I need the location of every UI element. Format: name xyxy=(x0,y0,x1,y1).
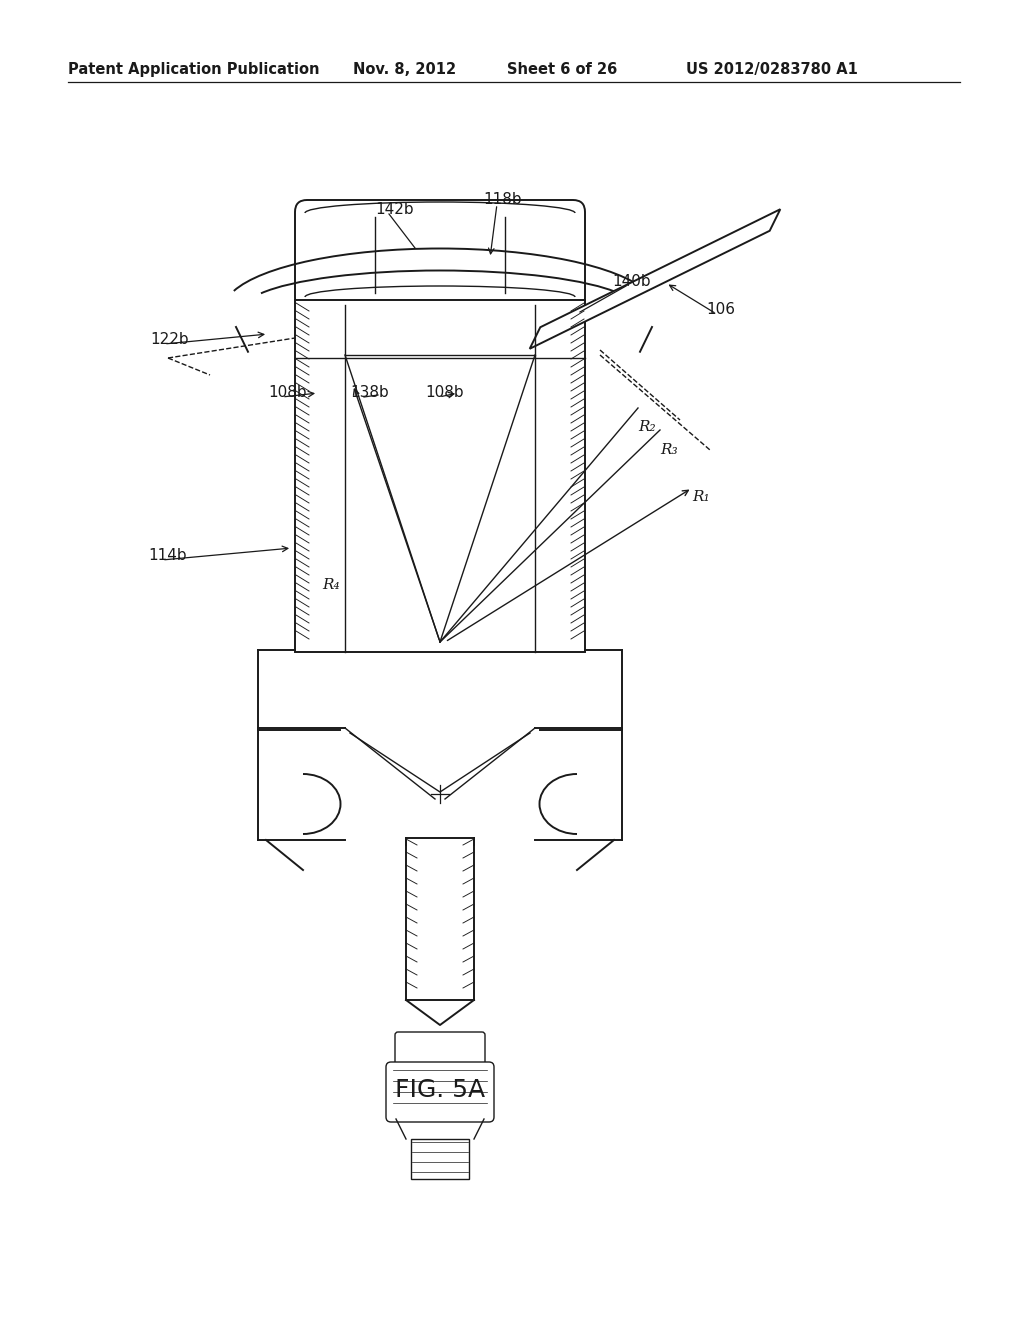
Text: 118b: 118b xyxy=(483,191,521,207)
Bar xyxy=(406,838,474,1001)
Text: FIG. 5A: FIG. 5A xyxy=(395,1078,485,1102)
Text: 138b: 138b xyxy=(350,385,389,400)
Text: 108b: 108b xyxy=(268,385,306,400)
Text: Patent Application Publication: Patent Application Publication xyxy=(68,62,319,77)
Text: US 2012/0283780 A1: US 2012/0283780 A1 xyxy=(686,62,858,77)
Bar xyxy=(295,300,585,652)
FancyBboxPatch shape xyxy=(295,201,585,310)
Text: Sheet 6 of 26: Sheet 6 of 26 xyxy=(507,62,617,77)
Text: 122b: 122b xyxy=(150,333,188,347)
Bar xyxy=(411,1139,469,1179)
Text: R₃: R₃ xyxy=(660,444,678,457)
Text: 108b: 108b xyxy=(425,385,464,400)
FancyBboxPatch shape xyxy=(395,1032,485,1068)
Text: R₂: R₂ xyxy=(638,420,655,434)
Text: 140b: 140b xyxy=(612,275,650,289)
FancyBboxPatch shape xyxy=(386,1063,494,1122)
Polygon shape xyxy=(529,210,780,348)
Text: R₄: R₄ xyxy=(322,578,340,591)
Text: 142b: 142b xyxy=(375,202,414,216)
Text: 106: 106 xyxy=(706,302,735,317)
Text: Nov. 8, 2012: Nov. 8, 2012 xyxy=(353,62,456,77)
Text: R₁: R₁ xyxy=(692,490,710,504)
Text: 114b: 114b xyxy=(148,548,186,564)
